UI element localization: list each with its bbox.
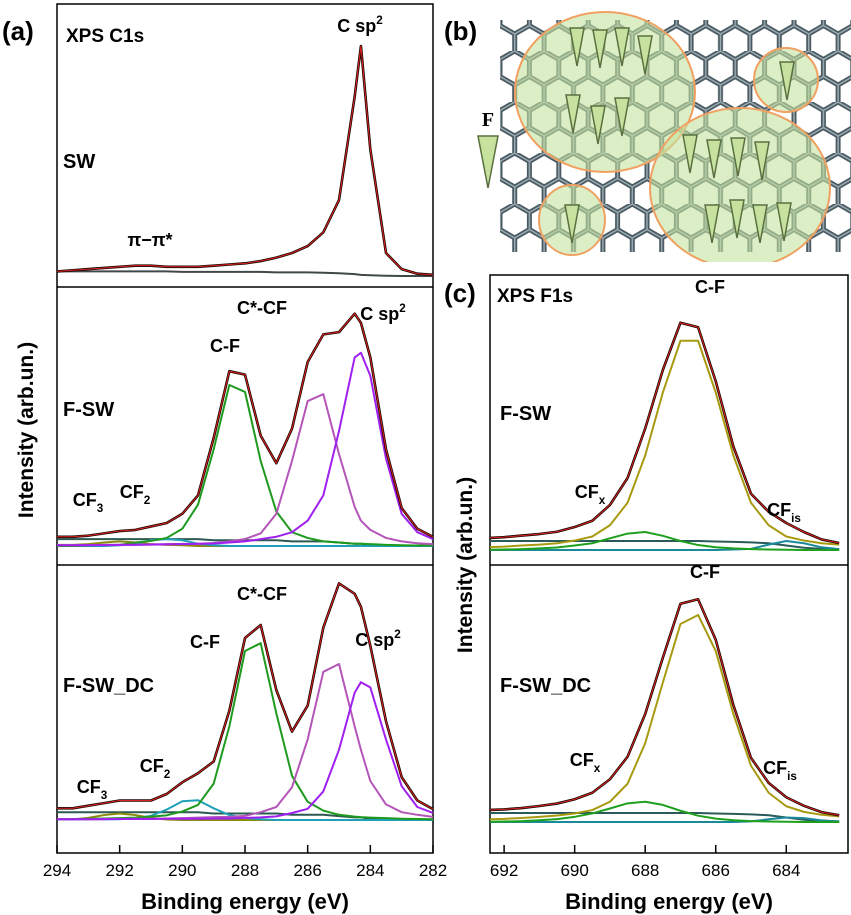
annotation-text: CF	[767, 500, 791, 520]
spectrum-label: F-SW	[63, 399, 114, 421]
annotation: C-F	[690, 562, 720, 582]
x-tick-label: 282	[419, 861, 447, 880]
graphene-diagram	[500, 0, 851, 268]
x-tick-label: 284	[356, 861, 384, 880]
annotation-text: C-F	[695, 277, 725, 297]
figure: (b) F (a) XPS C1s 294 292 290 288 286 284 282 Bin…	[0, 0, 851, 915]
legend-label: F	[482, 109, 494, 131]
annotation-text: CF	[763, 758, 787, 778]
spectrum	[57, 583, 433, 820]
annotation-text: C*-CF	[237, 584, 287, 604]
annotation-text: CF	[140, 756, 164, 776]
x-tick-label: 286	[293, 861, 321, 880]
component-curve	[57, 271, 433, 276]
component-curve	[57, 353, 433, 546]
annotation: CFx	[570, 750, 601, 775]
annotation-subscript: 3	[97, 502, 104, 515]
x-tick-label: 688	[631, 861, 659, 880]
spectrum-label: F-SW_DC	[500, 675, 591, 697]
panel-title: XPS F1s	[497, 286, 573, 307]
annotation: C sp2	[360, 302, 406, 324]
annotation: CF2	[120, 482, 151, 507]
spectrum-label: SW	[63, 151, 95, 173]
x-tick-label: 692	[490, 861, 518, 880]
annotation-subscript: is	[787, 770, 797, 783]
spectrum	[57, 314, 433, 546]
annotation-text: C sp	[355, 630, 394, 650]
annotation-subscript: 2	[164, 768, 171, 781]
annotation: C-F	[190, 632, 220, 652]
panel-label: (b)	[444, 16, 477, 46]
panel-label: (a)	[2, 16, 34, 46]
annotation: CFis	[763, 758, 797, 783]
x-tick-label: 294	[43, 861, 71, 880]
annotation: C-F	[210, 336, 240, 356]
annotation-superscript: 2	[394, 628, 401, 641]
annotation-subscript: 2	[144, 494, 151, 507]
annotation-text: CF	[575, 482, 599, 502]
x-tick-label: 290	[168, 861, 196, 880]
spectrum	[57, 46, 433, 276]
x-axis-title: Binding energy (eV)	[141, 889, 349, 914]
annotation-subscript: x	[594, 762, 601, 775]
annotation: C sp2	[355, 628, 401, 650]
x-tick-label: 686	[702, 861, 730, 880]
component-curve	[486, 615, 839, 819]
spectrum-data	[57, 46, 433, 275]
annotation-subscript: 3	[101, 789, 108, 802]
annotation-text: CF	[570, 750, 594, 770]
annotation: CF3	[73, 490, 104, 515]
y-axis-title: Intensity (arb.un.)	[454, 477, 477, 653]
annotation-text: CF	[77, 777, 101, 797]
annotation: C*-CF	[237, 584, 287, 604]
plot-frame	[57, 4, 433, 853]
y-axis-title: Intensity (arb.un.)	[15, 342, 38, 518]
x-tick-label: 690	[560, 861, 588, 880]
annotation-text: CF	[73, 490, 97, 510]
spectrum-label: F-SW	[500, 403, 551, 425]
annotation-text: C-F	[210, 336, 240, 356]
annotation-text: CF	[120, 482, 144, 502]
annotation: C*-CF	[237, 298, 287, 318]
legend-symbol	[478, 136, 498, 188]
annotation-subscript: x	[599, 494, 606, 507]
fit-curve	[57, 46, 433, 275]
spectrum-label: F-SW_DC	[63, 675, 154, 697]
plot-frame	[490, 275, 848, 853]
annotation-text: C-F	[690, 562, 720, 582]
annotation: CF3	[77, 777, 108, 802]
annotation: C-F	[695, 277, 725, 297]
page: {"chart_data": [ {"type": "line", "label…	[0, 0, 851, 915]
panel-title: XPS C1s	[66, 26, 144, 47]
annotation-text: C sp	[337, 16, 376, 36]
annotation: C sp2	[337, 14, 383, 36]
x-tick-label: 684	[772, 861, 800, 880]
annotation-text: C*-CF	[237, 298, 287, 318]
spectrum	[486, 599, 839, 822]
annotation-subscript: is	[791, 512, 801, 525]
spectrum-data	[57, 314, 433, 537]
annotation: CFx	[575, 482, 606, 507]
annotation: CF2	[140, 756, 171, 781]
annotation-text: π−π*	[127, 230, 172, 250]
fluorinated-region	[650, 108, 830, 268]
annotation-text: C-F	[190, 632, 220, 652]
annotation-superscript: 2	[399, 302, 406, 315]
annotation-superscript: 2	[376, 14, 383, 27]
x-tick-label: 292	[105, 861, 133, 880]
annotation: π−π*	[127, 230, 172, 250]
component-curve	[57, 682, 433, 819]
x-axis-title: Binding energy (eV)	[565, 889, 773, 914]
annotation-text: C sp	[360, 304, 399, 324]
x-tick-label: 288	[231, 861, 259, 880]
fit-curve	[57, 314, 433, 537]
panel-label: (c)	[444, 278, 476, 308]
